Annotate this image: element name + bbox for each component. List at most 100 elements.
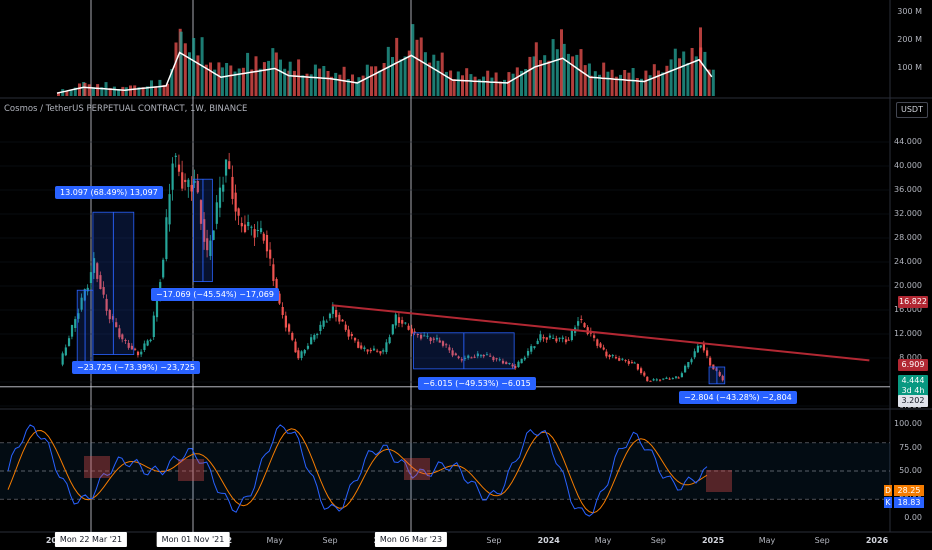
volume-axis-tick: 100 M xyxy=(897,63,922,73)
candle-body xyxy=(310,337,313,345)
measure-label-1[interactable]: 13.097 (68.49%) 13,097 xyxy=(55,186,163,199)
volume-bar xyxy=(112,86,116,96)
crosshair-date-2: Mon 01 Nov '21 xyxy=(156,532,230,547)
volume-bar xyxy=(399,59,403,96)
trendline-price-tag: 16.822 xyxy=(898,296,928,308)
volume-bar xyxy=(444,71,448,96)
candle-body xyxy=(234,192,237,212)
candle-body xyxy=(451,350,454,356)
candle-body xyxy=(693,351,696,358)
volume-bar xyxy=(188,52,191,96)
candle-body xyxy=(520,358,523,364)
candle-body xyxy=(149,339,152,342)
volume-bar xyxy=(415,39,419,96)
volume-bar xyxy=(378,70,382,96)
volume-bar xyxy=(96,84,100,96)
time-axis-tick: Sep xyxy=(650,536,666,545)
candle-body xyxy=(649,380,652,382)
candle-body xyxy=(505,362,508,365)
volume-bar xyxy=(423,52,427,96)
candle-body xyxy=(539,334,542,341)
volume-bar xyxy=(196,55,200,96)
candle-body xyxy=(306,345,310,349)
volume-bar xyxy=(283,68,287,96)
volume-bar xyxy=(652,64,656,96)
volume-bar xyxy=(395,37,399,96)
candle-body xyxy=(70,324,74,337)
candle-body xyxy=(702,343,706,351)
oscillator-pane xyxy=(0,424,890,517)
candle-body xyxy=(596,339,599,346)
candle-body xyxy=(353,337,357,341)
candle-body xyxy=(709,357,712,366)
volume-bar xyxy=(237,68,241,96)
volume-axis-tick: 200 M xyxy=(897,35,922,45)
measure-label-5[interactable]: −2.804 (−43.28%) −2,804 xyxy=(679,391,797,404)
candle-body xyxy=(376,350,379,352)
volume-bar xyxy=(711,69,715,96)
volume-bar xyxy=(661,72,665,96)
candle-body xyxy=(338,314,341,322)
measure-label-4[interactable]: −6.015 (−49.53%) −6.015 xyxy=(418,377,536,390)
candle-body xyxy=(140,351,143,355)
candle-body xyxy=(379,351,382,354)
currency-button[interactable]: USDT xyxy=(896,102,928,118)
candle-body xyxy=(250,226,253,228)
candle-body xyxy=(687,362,690,368)
candle-body xyxy=(599,343,602,348)
candle-body xyxy=(363,347,366,349)
measure-label-2[interactable]: −17.069 (−45.54%) −17,069 xyxy=(151,288,279,301)
volume-bar xyxy=(217,62,221,96)
volume-bar xyxy=(209,62,212,96)
volume-bar xyxy=(326,71,330,96)
candle-body xyxy=(265,235,269,252)
volume-bar xyxy=(192,38,196,96)
oscillator-highlight-box xyxy=(404,458,430,480)
volume-bar xyxy=(449,70,453,96)
candle-body xyxy=(530,346,533,352)
volume-bar xyxy=(678,58,681,96)
volume-bar xyxy=(543,55,547,96)
volume-bar xyxy=(121,86,125,96)
candle-body xyxy=(174,155,177,157)
candle-body xyxy=(636,364,640,370)
last-price-tag: 4.444 xyxy=(898,375,928,387)
volume-bar xyxy=(382,63,386,96)
candle-body xyxy=(300,351,303,358)
volume-bar xyxy=(250,69,254,96)
volume-bar xyxy=(528,56,532,96)
volume-bar xyxy=(532,56,536,96)
candle-body xyxy=(441,341,445,346)
volume-bar xyxy=(602,62,606,96)
candle-body xyxy=(608,355,611,357)
candle-body xyxy=(61,353,64,365)
volume-bar xyxy=(432,54,436,96)
candle-body xyxy=(86,287,89,292)
candle-body xyxy=(350,334,353,336)
candle-body xyxy=(168,194,171,225)
candle-body xyxy=(388,337,391,344)
candle-body xyxy=(706,350,709,356)
candle-body xyxy=(416,334,419,335)
candle-body xyxy=(548,335,552,338)
candle-body xyxy=(99,275,102,290)
volume-bar xyxy=(391,57,394,96)
candle-body xyxy=(319,324,322,331)
candle-body xyxy=(699,345,702,348)
candle-body xyxy=(492,356,495,361)
volume-bar xyxy=(589,75,593,96)
candle-body xyxy=(130,345,134,350)
k-line xyxy=(7,424,708,517)
volume-bar xyxy=(225,63,229,96)
volume-bar xyxy=(669,59,673,96)
volume-bar xyxy=(469,74,473,96)
candle-body xyxy=(646,376,649,382)
candle-body xyxy=(674,376,678,378)
volume-bar xyxy=(346,79,350,96)
volume-bar xyxy=(511,73,515,96)
candle-body xyxy=(696,345,700,353)
candle-body xyxy=(247,221,250,227)
candle-body xyxy=(291,332,294,340)
measure-label-3[interactable]: −23.725 (−73.39%) −23,725 xyxy=(72,361,200,374)
